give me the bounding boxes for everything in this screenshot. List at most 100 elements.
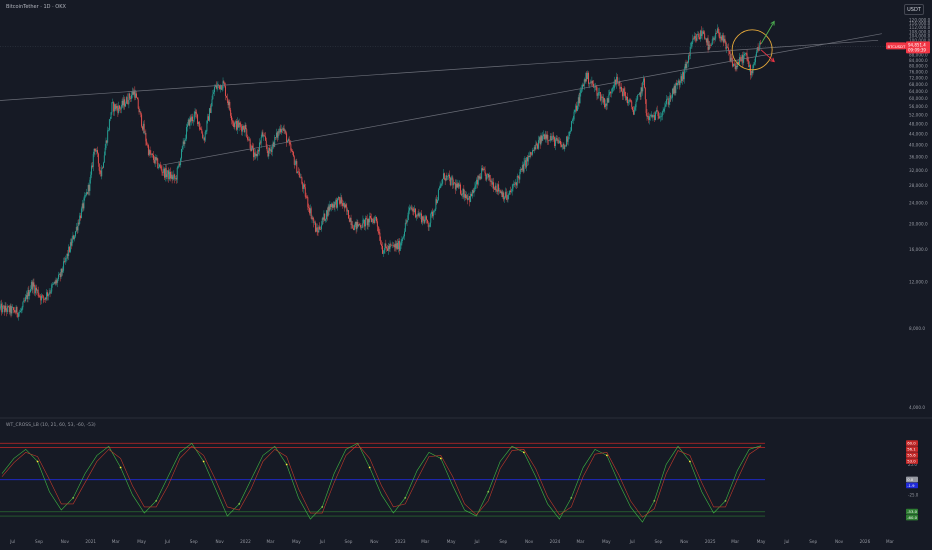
candle-body — [717, 28, 719, 32]
x-tick-label: Sep — [809, 539, 817, 544]
candle-body — [171, 174, 173, 179]
candle-body — [367, 219, 369, 226]
candle-body — [42, 295, 44, 300]
candle-body — [87, 184, 89, 194]
symbol-badge-label: BTCUSDT — [888, 44, 906, 49]
candle-body — [142, 123, 144, 130]
candle-body — [675, 82, 677, 94]
candle-body — [48, 292, 50, 295]
candle-body — [747, 60, 749, 61]
candle-body — [155, 157, 157, 160]
cross-dot — [487, 490, 490, 493]
price-candles — [0, 24, 762, 321]
currency-button[interactable]: USDT — [904, 4, 924, 15]
candle-body — [552, 135, 554, 140]
candle-body — [222, 81, 224, 89]
candle-body — [559, 141, 561, 143]
candle-body — [579, 92, 581, 104]
candle-body — [373, 219, 375, 224]
candle-body — [662, 111, 664, 112]
candle-body — [290, 144, 292, 151]
candle-body — [69, 246, 70, 252]
candle-body — [588, 72, 589, 84]
candle-body — [527, 155, 529, 162]
candle-body — [433, 211, 435, 212]
candle-body — [52, 283, 54, 285]
candle-body — [482, 168, 483, 171]
candle-body — [18, 312, 20, 317]
candle-body — [645, 99, 647, 113]
candle-body — [249, 139, 251, 149]
candle-body — [381, 244, 383, 246]
candle-body — [119, 108, 121, 110]
candle-body — [324, 213, 326, 221]
candle-body — [658, 115, 660, 119]
candle-body — [404, 222, 406, 232]
candle-body — [186, 124, 188, 128]
candle-body — [524, 160, 526, 162]
candle-body — [543, 134, 544, 137]
candle-body — [280, 128, 282, 133]
candle-body — [485, 173, 487, 180]
candle-body — [456, 183, 458, 188]
candle-body — [580, 90, 582, 93]
candle-body — [353, 228, 355, 231]
candle-body — [216, 85, 218, 89]
arrow-down — [760, 49, 775, 62]
candle-body — [117, 108, 119, 113]
candle-body — [230, 109, 232, 116]
candle-body — [292, 152, 294, 157]
candle-body — [348, 210, 349, 219]
candle-body — [157, 158, 159, 168]
y-tick-label: 68,000.0 — [909, 82, 928, 87]
candle-body — [298, 171, 300, 178]
symbol-badge — [886, 42, 906, 50]
candle-body — [333, 204, 335, 208]
candle-body — [479, 176, 481, 179]
candle-body — [152, 153, 154, 156]
candle-body — [760, 42, 762, 44]
candle-body — [211, 99, 213, 107]
candle-body — [264, 135, 266, 137]
candle-body — [192, 120, 194, 122]
candle-body — [714, 38, 716, 40]
candle-body — [98, 163, 100, 171]
candle-body — [462, 188, 464, 195]
candle-body — [549, 136, 551, 141]
cross-dot — [688, 460, 691, 463]
candle-body — [625, 96, 627, 101]
candle-body — [159, 164, 161, 167]
candle-body — [699, 37, 701, 40]
candle-body — [341, 197, 343, 204]
candle-body — [161, 169, 163, 173]
candle-body — [25, 295, 27, 298]
candle-body — [627, 96, 628, 104]
candle-body — [359, 224, 361, 228]
candle-body — [408, 210, 410, 216]
indicator-value-badge — [906, 476, 918, 483]
candle-body — [8, 306, 10, 313]
x-tick-label: Nov — [835, 539, 844, 544]
candle-body — [31, 281, 33, 290]
candle-body — [492, 182, 494, 185]
candle-body — [203, 137, 205, 141]
candle-body — [176, 167, 178, 180]
candle-body — [578, 97, 580, 104]
candle-body — [140, 111, 142, 115]
candle-body — [262, 132, 264, 137]
candle-body — [669, 95, 671, 102]
candle-body — [156, 158, 158, 160]
candle-body — [634, 107, 636, 110]
candle-body — [712, 38, 714, 40]
highlight-circle — [731, 29, 773, 71]
candle-body — [483, 168, 485, 170]
candle-body — [80, 208, 82, 219]
x-tick-label: 2022 — [240, 539, 251, 544]
candle-body — [104, 148, 106, 156]
candle-body — [221, 88, 223, 90]
indicator-value-label: 56.1 — [907, 447, 916, 452]
candle-body — [493, 182, 494, 189]
candle-body — [130, 94, 132, 99]
candle-body — [441, 183, 443, 185]
